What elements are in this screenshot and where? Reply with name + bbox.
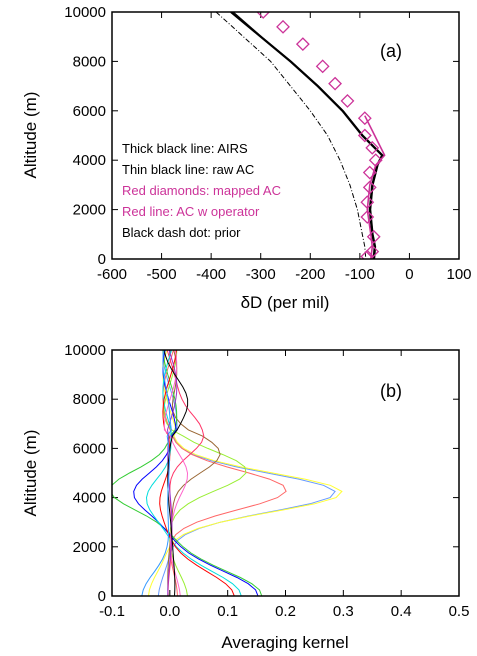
legend-annotation: Thick black line: AIRS [122,141,248,156]
averaging-kernel-line [163,350,247,596]
mapped-ac-diamond [357,128,372,143]
mapped-ac-diamond [315,59,330,74]
a-y-tick-label: 6000 [73,103,106,120]
legend-annotation: Red line: AC w operator [122,204,260,219]
a-y-tick-label: 8000 [73,53,106,70]
panel-b-label: (b) [380,381,402,401]
panel-a-x-axis-title: δD (per mil) [241,293,330,312]
averaging-kernel-line [133,350,259,596]
averaging-kernel-line [157,350,336,596]
panel-b-y-axis-title: Altitude (m) [21,430,40,517]
mapped-ac-diamond [360,210,375,224]
mapped-ac-diamond [295,37,310,52]
b-x-tick-label: -0.1 [99,603,125,620]
panel-b-series [112,350,343,596]
mapped-ac-diamond [360,249,375,259]
panel-a-y-axis-title: Altitude (m) [21,92,40,179]
panel-b: -0.1 0.0 0.1 0.2 0.3 0.4 0.5 0 2000 4000 6000 8000… [21,342,469,652]
a-x-tick-label: -200 [295,266,325,283]
mapped-ac-diamond [340,94,355,108]
b-y-tick-label: 0 [98,588,106,605]
b-x-tick-label: 0.4 [391,603,412,620]
a-x-tick-label: -300 [246,266,276,283]
averaging-kernel-line [167,350,221,596]
b-x-tick-label: 0.0 [159,603,180,620]
a-x-tick-label: 100 [446,266,471,283]
b-y-tick-label: 6000 [73,440,106,457]
b-x-tick-label: 0.5 [449,603,470,620]
airs-line [230,12,384,259]
mapped-ac-diamond [276,19,290,34]
panel-b-x-tick-labels: -0.1 0.0 0.1 0.2 0.3 0.4 0.5 [99,603,469,620]
panel-b-x-axis-title: Averaging kernel [221,633,348,652]
raw-ac-line [233,12,384,259]
mapped-ac-diamond [256,12,271,19]
b-y-tick-label: 2000 [73,539,106,556]
averaging-kernel-line [163,350,189,596]
b-y-tick-label: 10000 [64,342,106,359]
mapped-ac-diamond [365,140,380,155]
averaging-kernel-line [148,350,343,596]
panel-a-y-tick-labels: 0 2000 4000 6000 8000 10000 [64,4,106,268]
mapped-ac-diamond [368,153,383,168]
prior-dash-dot-line [215,12,367,259]
a-x-tick-label: -100 [345,266,375,283]
b-x-tick-label: 0.2 [275,603,296,620]
averaging-kernel-line [163,350,189,596]
panel-a-series [215,12,386,259]
b-x-tick-label: 0.1 [217,603,238,620]
legend-annotation: Red diamonds: mapped AC [122,183,281,198]
panel-b-y-tick-labels: 0 2000 4000 6000 8000 10000 [64,342,106,605]
panel-a-annotations: Thick black line: AIRS Thin black line: r… [122,141,281,240]
panel-a: -600 -500 -400 -300 -200 -100 0 100 02000400060… [21,4,472,312]
a-y-tick-label: 2000 [73,202,106,219]
averaging-kernel-line [112,350,263,596]
mapped-ac-diamond [360,195,375,210]
mapped-ac-diamond [357,111,372,126]
a-x-tick-label: -400 [196,266,226,283]
ac-operator-line [364,115,386,259]
a-x-tick-label: -600 [97,266,127,283]
mapped-ac-diamond [362,165,377,180]
panel-a-x-tick-labels: -600 -500 -400 -300 -200 -100 0 100 [97,266,472,283]
panel-a-frame [111,11,460,260]
b-x-tick-label: 0.3 [333,603,354,620]
b-y-tick-label: 8000 [73,391,106,408]
legend-annotation: Thin black line: raw AC [122,162,254,177]
mapped-ac-diamond [366,229,381,244]
a-y-tick-label: 0 [98,251,106,268]
panel-a-ticks [111,11,460,260]
b-y-tick-label: 4000 [73,490,106,507]
mapped-ac-diamond [362,180,377,195]
averaging-kernel-line [141,350,172,596]
a-y-tick-label: 4000 [73,152,106,169]
a-y-tick-label: 10000 [64,4,106,21]
a-x-tick-label: 0 [405,266,413,283]
panel-b-frame [111,349,460,597]
mapped-ac-diamond [328,76,342,91]
averaging-kernel-line [145,350,242,596]
panel-a-label: (a) [380,41,402,61]
legend-annotation: Black dash dot: prior [122,225,241,240]
a-x-tick-label: -500 [147,266,177,283]
